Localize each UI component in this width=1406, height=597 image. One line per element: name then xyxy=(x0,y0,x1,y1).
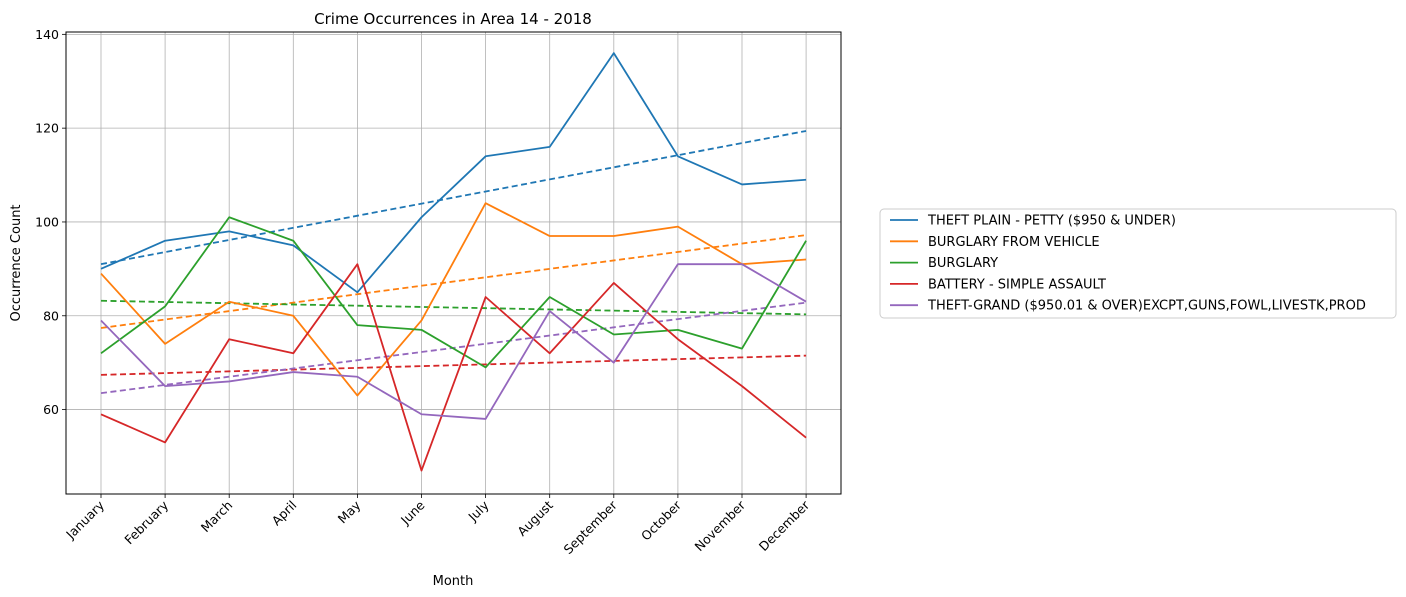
legend-label: THEFT PLAIN - PETTY ($950 & UNDER) xyxy=(927,214,1176,229)
trend-line xyxy=(100,234,807,329)
legend-label: BURGLARY xyxy=(928,256,998,271)
trend-line xyxy=(100,130,807,266)
series-line xyxy=(100,216,807,369)
y-tick-label: 120 xyxy=(35,121,59,136)
legend: THEFT PLAIN - PETTY ($950 & UNDER) BURGLA… xyxy=(879,208,1397,319)
legend-items: THEFT PLAIN - PETTY ($950 & UNDER) BURGLA… xyxy=(890,214,1366,314)
legend-label: THEFT-GRAND ($950.01 & OVER)EXCPT,GUNS,F… xyxy=(927,299,1366,314)
series-lines xyxy=(100,52,807,472)
trend-line xyxy=(100,299,807,316)
plot-frame xyxy=(65,31,842,495)
legend-box xyxy=(879,208,1397,319)
trend-line xyxy=(100,354,807,376)
y-axis-label: Occurrence Count xyxy=(9,204,24,321)
legend-label: BURGLARY FROM VEHICLE xyxy=(928,235,1100,250)
series-line xyxy=(100,263,807,420)
y-tick-label: 60 xyxy=(43,402,59,417)
series-line xyxy=(100,263,807,472)
y-tick-label: 80 xyxy=(43,308,59,323)
y-tick-label: 100 xyxy=(35,214,59,229)
grid xyxy=(66,32,841,494)
series-line xyxy=(100,202,807,397)
y-axis-ticks: 60 80 100 120 140 xyxy=(35,27,66,417)
x-axis-label: Month xyxy=(433,574,474,589)
legend-label: BATTERY - SIMPLE ASSAULT xyxy=(928,277,1106,292)
y-tick-label: 140 xyxy=(35,27,59,42)
chart-title: Crime Occurrences in Area 14 - 2018 xyxy=(314,10,592,28)
